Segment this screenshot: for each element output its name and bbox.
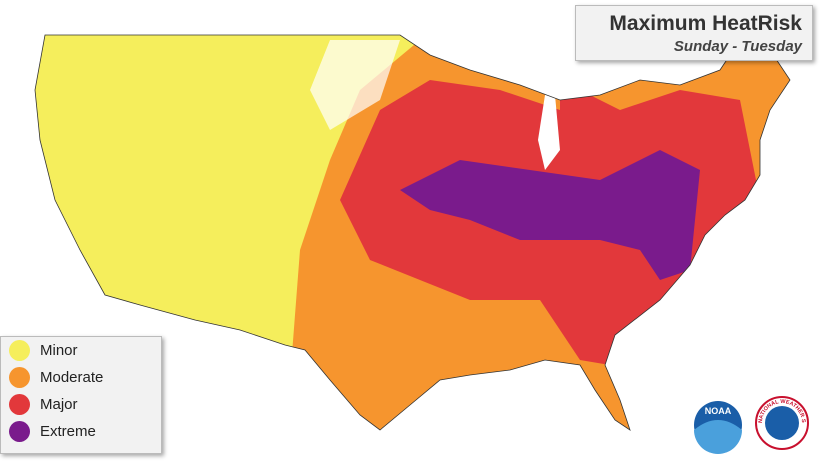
legend-swatch [9,367,30,388]
noaa-text: NOAA [705,406,732,416]
legend-swatch [9,394,30,415]
legend-item: Extreme [1,418,161,445]
lake [538,95,560,170]
no-data-area [310,40,400,130]
subtitle: Sunday - Tuesday [673,38,802,55]
legend-label: Extreme [40,423,96,440]
legend: Minor Moderate Major Extreme [0,336,162,454]
legend-item: Moderate [1,364,161,391]
legend-label: Moderate [40,369,104,386]
legend-swatch [9,421,30,442]
title: Maximum HeatRisk [609,12,802,35]
legend-item: Major [1,391,161,418]
legend-label: Major [40,396,78,413]
noaa-logo: NOAA [694,401,742,454]
title-box: Maximum HeatRisk Sunday - Tuesday [575,5,813,61]
extreme-zone [400,150,700,280]
legend-item: Minor [1,337,161,364]
legend-swatch [9,340,30,361]
legend-label: Minor [40,342,78,359]
border [34,34,791,431]
